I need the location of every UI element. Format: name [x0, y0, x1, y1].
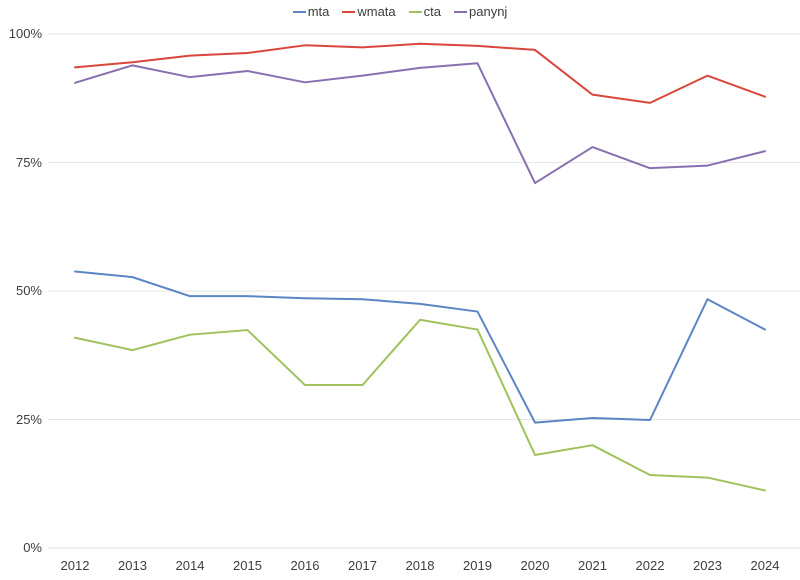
- legend-swatch-cta: [408, 11, 422, 13]
- legend-item-cta: cta: [408, 4, 441, 19]
- y-tick-label-100%: 100%: [8, 26, 42, 41]
- legend-swatch-panynj: [454, 11, 467, 13]
- x-tick-label-2012: 2012: [60, 558, 90, 573]
- x-tick-label-2022: 2022: [635, 558, 665, 573]
- x-tick-label-2021: 2021: [578, 558, 607, 573]
- x-tick-label-2019: 2019: [463, 558, 492, 573]
- x-tick-label-2015: 2015: [233, 558, 262, 573]
- x-tick-label-2020: 2020: [520, 558, 550, 573]
- x-tick-label-2017: 2017: [348, 558, 377, 573]
- x-tick-label-2016: 2016: [290, 558, 320, 573]
- legend-label: wmata: [357, 4, 396, 19]
- legend-item-panynj: panynj: [454, 5, 507, 19]
- x-tick-label-2024: 2024: [750, 558, 780, 573]
- x-tick-label-2023: 2023: [693, 558, 722, 573]
- legend-item-wmata: wmata: [342, 4, 396, 19]
- series-line-cta: [74, 318, 766, 492]
- legend: mta wmata cta panynj: [0, 5, 800, 19]
- y-tick-label-25%: 25%: [15, 411, 42, 427]
- y-tick-label-75%: 75%: [15, 154, 42, 170]
- series-line-mta: [74, 270, 766, 424]
- legend-label: cta: [423, 4, 441, 19]
- x-tick-label-2014: 2014: [175, 558, 205, 573]
- legend-label: panynj: [469, 4, 508, 19]
- y-tick-label-0%: 0%: [23, 540, 42, 555]
- series-line-panynj: [74, 62, 766, 185]
- legend-swatch-wmata: [342, 11, 356, 13]
- x-tick-label-2018: 2018: [405, 558, 435, 573]
- legend-label: mta: [307, 4, 330, 19]
- legend-item-mta: mta: [292, 4, 330, 19]
- series-line-wmata: [74, 42, 766, 104]
- y-tick-label-50%: 50%: [15, 283, 42, 298]
- x-tick-label-2013: 2013: [118, 558, 147, 573]
- legend-swatch-mta: [292, 11, 306, 13]
